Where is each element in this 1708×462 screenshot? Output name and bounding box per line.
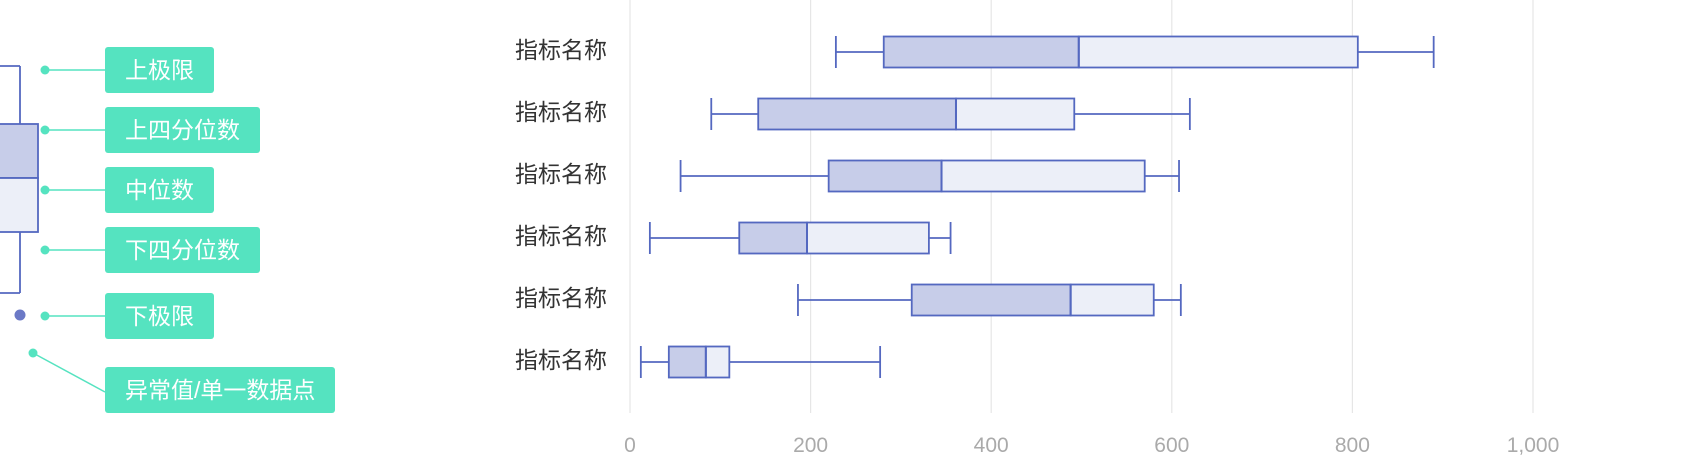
legend-connectors xyxy=(28,65,106,393)
legend-connector-dot xyxy=(40,125,50,135)
box-median-q3 xyxy=(1077,35,1359,69)
box-series-item xyxy=(797,283,1182,317)
legend-label-q1: 下四分位数 xyxy=(105,227,260,273)
x-tick-label: 0 xyxy=(624,434,636,457)
legend-label-median: 中位数 xyxy=(105,167,214,213)
box-median-q3 xyxy=(955,97,1076,131)
x-tick-label: 1,000 xyxy=(1506,434,1560,457)
legend-label-upper: 上极限 xyxy=(105,47,214,93)
x-tick-label: 600 xyxy=(1154,434,1190,457)
legend-outlier-point xyxy=(14,309,26,321)
legend-label-q3: 上四分位数 xyxy=(105,107,260,153)
legend-connector-dot xyxy=(40,245,50,255)
legend-box-lower xyxy=(0,177,39,233)
box-q1-median xyxy=(757,97,957,131)
legend-label-lower: 下极限 xyxy=(105,293,214,339)
box-q1-median xyxy=(667,345,707,379)
x-tick-label: 200 xyxy=(793,434,829,457)
category-label: 指标名称 xyxy=(515,161,607,187)
box-median-q3 xyxy=(704,345,731,379)
box-q1-median xyxy=(910,283,1072,317)
box-q1-median xyxy=(827,159,943,193)
box-median-q3 xyxy=(1069,283,1155,317)
legend-connector-dot xyxy=(40,185,50,195)
category-label: 指标名称 xyxy=(515,285,607,311)
box-series-item xyxy=(679,159,1180,193)
box-series-item xyxy=(834,35,1435,69)
legend-box-upper xyxy=(0,123,39,179)
x-tick-label: 400 xyxy=(973,434,1009,457)
x-tick-label: 800 xyxy=(1334,434,1370,457)
legend-connector-line xyxy=(32,352,106,393)
box-q1-median xyxy=(882,35,1080,69)
box-median-q3 xyxy=(940,159,1146,193)
box-series-item xyxy=(639,345,882,379)
box-series-item xyxy=(648,221,952,255)
legend-connector-dot xyxy=(40,311,50,321)
legend-connector-dot xyxy=(28,348,38,358)
box-series-item xyxy=(710,97,1191,131)
legend-connector-dot xyxy=(40,65,50,75)
legend-label-outlier: 异常值/单一数据点 xyxy=(105,367,336,413)
box-q1-median xyxy=(738,221,808,255)
category-label: 指标名称 xyxy=(515,99,607,125)
category-label: 指标名称 xyxy=(515,223,607,249)
category-label: 指标名称 xyxy=(515,347,607,373)
category-label: 指标名称 xyxy=(515,37,607,63)
box-median-q3 xyxy=(806,221,930,255)
